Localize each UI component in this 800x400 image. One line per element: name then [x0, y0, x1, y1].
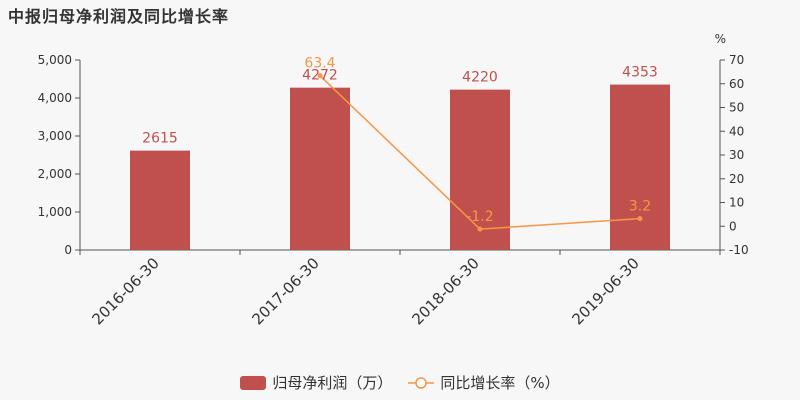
line-data-label: 3.2: [629, 199, 651, 215]
y-right-tick-label: 20: [729, 172, 744, 186]
y-left-tick-label: 0: [64, 243, 72, 257]
y-left-tick-label: 1,000: [38, 205, 72, 219]
bar: [130, 150, 190, 250]
line-data-label: 63.4: [304, 56, 335, 72]
y-right-tick-label: -10: [729, 243, 749, 257]
legend-item-bar[interactable]: 归母净利润（万）: [240, 372, 392, 393]
legend-item-line[interactable]: 同比增长率（%）: [408, 372, 560, 393]
legend: 归母净利润（万） 同比增长率（%）: [0, 372, 800, 393]
y-right-unit: %: [715, 32, 726, 46]
legend-swatch-bar: [240, 375, 267, 390]
y-right-tick-label: 60: [729, 77, 744, 91]
x-tick-label: 2016-06-30: [88, 254, 162, 328]
legend-swatch-line: [408, 376, 435, 389]
y-right-tick-label: 0: [729, 219, 737, 233]
bar-data-label: 4353: [622, 65, 658, 81]
bar-data-label: 4272: [302, 68, 338, 84]
bar: [290, 87, 350, 250]
legend-label-bar: 归母净利润（万）: [272, 374, 393, 392]
y-right-tick-label: 40: [729, 124, 744, 138]
bar-data-label: 2615: [142, 131, 178, 147]
legend-label-line: 同比增长率（%）: [440, 374, 560, 392]
y-right-tick-label: 50: [729, 101, 744, 115]
x-tick-label: 2019-06-30: [568, 254, 642, 328]
y-left-tick-label: 5,000: [38, 53, 72, 67]
bar: [450, 89, 510, 250]
chart-title: 中报归母净利润及同比增长率: [8, 7, 230, 26]
x-tick-label: 2017-06-30: [248, 254, 322, 328]
y-right-tick-label: 10: [729, 196, 744, 210]
line-point: [317, 73, 323, 79]
y-left-tick-label: 4,000: [38, 91, 72, 105]
bar: [610, 84, 670, 250]
bar-data-label: 4220: [462, 70, 498, 86]
line-data-label: -1.2: [466, 209, 493, 225]
y-left-tick-label: 2,000: [38, 167, 72, 181]
line-point: [477, 226, 483, 232]
y-right-tick-label: 70: [729, 53, 744, 67]
x-tick-label: 2018-06-30: [408, 254, 482, 328]
y-right-tick-label: 30: [729, 148, 744, 162]
y-left-tick-label: 3,000: [38, 129, 72, 143]
line-point: [637, 216, 643, 222]
